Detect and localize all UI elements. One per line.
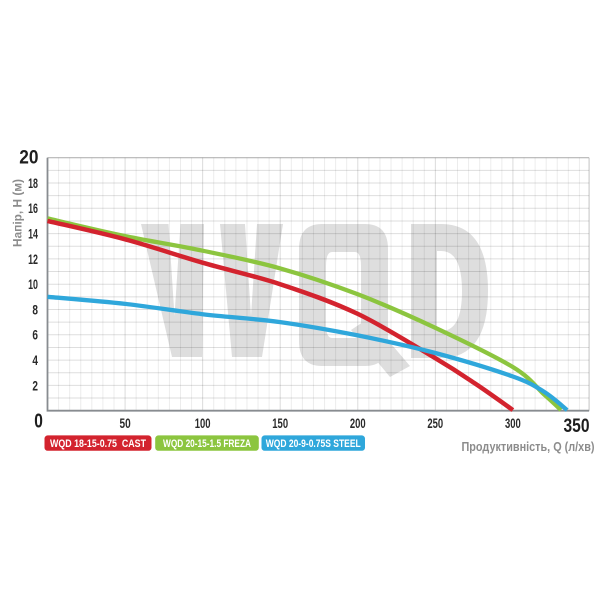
- svg-text:8: 8: [32, 302, 38, 317]
- svg-text:50: 50: [120, 416, 131, 431]
- svg-text:Продуктивність, Q (л/хв): Продуктивність, Q (л/хв): [462, 439, 595, 454]
- svg-text:200: 200: [350, 416, 366, 431]
- svg-text:16: 16: [28, 201, 38, 216]
- svg-text:0: 0: [34, 411, 43, 433]
- svg-text:350: 350: [564, 416, 590, 437]
- svg-text:4: 4: [32, 353, 38, 368]
- svg-text:250: 250: [427, 416, 443, 431]
- svg-text:300: 300: [505, 416, 521, 431]
- svg-text:WQD 20-15-1.5 FREZA: WQD 20-15-1.5 FREZA: [163, 438, 251, 450]
- svg-text:18: 18: [28, 176, 38, 191]
- svg-text:WQD 18-15-0.75 CAST: WQD 18-15-0.75 CAST: [50, 438, 146, 450]
- svg-text:WQD 20-9-0.75S STEEL: WQD 20-9-0.75S STEEL: [266, 438, 361, 450]
- svg-text:Напір, H (м): Напір, H (м): [13, 179, 25, 247]
- svg-text:12: 12: [28, 252, 38, 267]
- svg-text:6: 6: [32, 328, 38, 343]
- svg-text:10: 10: [28, 277, 38, 292]
- svg-text:20: 20: [19, 146, 38, 168]
- svg-text:14: 14: [28, 227, 38, 242]
- svg-text:150: 150: [272, 416, 288, 431]
- svg-text:2: 2: [32, 378, 38, 393]
- svg-text:100: 100: [195, 416, 211, 431]
